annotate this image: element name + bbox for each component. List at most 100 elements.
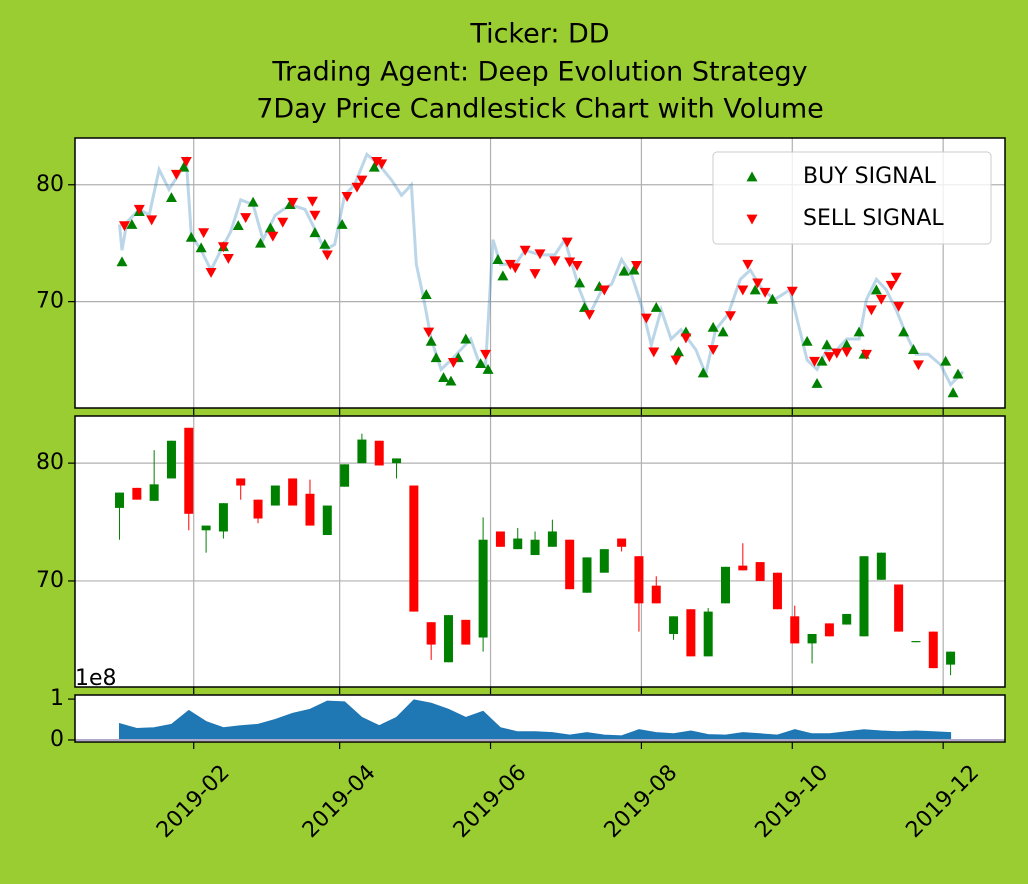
signal-marker	[492, 254, 504, 264]
candle-body	[669, 616, 679, 634]
candle-body	[322, 505, 332, 536]
signal-marker	[811, 377, 823, 388]
candle-body	[651, 585, 661, 604]
signal-marker	[480, 349, 492, 360]
candle-body	[132, 487, 142, 500]
signal-marker	[875, 294, 887, 305]
signal-marker	[232, 220, 244, 231]
signal-marker	[564, 257, 576, 268]
candle-body	[721, 566, 731, 604]
candle-body	[634, 556, 644, 604]
signal-marker	[321, 250, 333, 261]
candle-body	[790, 616, 800, 644]
candle-body	[946, 651, 956, 665]
candle-body	[599, 549, 609, 573]
signal-marker	[650, 301, 662, 312]
plot-frame	[74, 694, 1006, 743]
candle-body	[115, 492, 125, 508]
signal-marker	[420, 289, 432, 300]
candle-body	[218, 503, 228, 532]
chart-title: Ticker: DD	[469, 19, 609, 50]
signal-marker	[952, 368, 964, 379]
candle-body	[236, 478, 246, 486]
candle-body	[703, 611, 713, 657]
candle-body	[582, 557, 592, 593]
candle-body	[409, 485, 419, 612]
candle-body	[876, 552, 886, 580]
signal-marker	[742, 259, 754, 270]
signal-marker	[376, 159, 388, 170]
signal-marker	[831, 348, 843, 359]
signal-marker	[504, 259, 516, 270]
candle-body	[357, 439, 367, 464]
candle-body	[530, 539, 540, 556]
signal-marker	[264, 222, 276, 233]
legend-marker	[746, 214, 758, 225]
candle-body	[305, 493, 315, 526]
candle-body	[547, 531, 557, 547]
signal-marker	[618, 265, 630, 276]
signal-marker	[598, 285, 610, 296]
signal-marker	[126, 218, 138, 229]
signal-marker	[118, 221, 130, 232]
signal-marker	[356, 175, 368, 186]
signal-marker	[697, 367, 709, 378]
candle-body	[859, 556, 869, 637]
signal-marker	[267, 231, 279, 242]
signal-marker	[185, 231, 197, 242]
signal-marker	[724, 311, 736, 322]
candle-body	[478, 539, 488, 638]
signal-marker	[509, 263, 521, 274]
candle-body	[495, 531, 505, 547]
signal-marker	[890, 272, 902, 283]
candle-body	[513, 538, 523, 550]
signal-marker	[801, 335, 813, 346]
signal-marker	[445, 375, 457, 386]
signal-marker	[640, 313, 652, 324]
candle-body	[738, 565, 748, 571]
signal-marker	[438, 372, 450, 383]
candle-body	[928, 631, 938, 669]
signal-marker	[885, 280, 897, 291]
y-tick-label: 0	[50, 727, 64, 752]
signal-marker	[482, 363, 494, 374]
chart-title: 7Day Price Candlestick Chart with Volume	[256, 94, 824, 125]
candle-body	[253, 499, 263, 519]
plot-frame	[74, 137, 1006, 409]
legend-label: SELL SIGNAL	[803, 206, 944, 231]
candle-body	[911, 641, 921, 643]
y-tick-label: 70	[36, 289, 64, 314]
signal-marker	[628, 264, 640, 275]
signal-marker	[549, 256, 561, 267]
signal-marker	[180, 156, 192, 167]
candle-body	[270, 485, 280, 506]
signal-marker	[497, 270, 509, 281]
candle-body	[842, 613, 852, 625]
candle-body	[755, 562, 765, 581]
signal-marker	[571, 261, 583, 271]
signal-marker	[561, 237, 573, 248]
candle-body	[565, 539, 575, 590]
signal-marker	[673, 346, 685, 357]
signal-marker	[786, 286, 798, 297]
offset-label: 1e8	[75, 666, 117, 691]
candle-body	[617, 538, 627, 547]
signal-marker	[630, 261, 642, 271]
signal-marker	[475, 358, 487, 368]
signal-marker	[767, 293, 778, 304]
signal-marker	[447, 358, 459, 368]
signal-marker	[870, 284, 882, 295]
candle-body	[824, 623, 834, 637]
signal-marker	[170, 169, 182, 180]
signal-marker	[841, 347, 853, 358]
signal-marker	[255, 237, 267, 248]
candle-body	[443, 615, 453, 663]
signal-marker	[217, 242, 229, 253]
signal-marker	[133, 204, 145, 215]
signal-marker	[823, 352, 835, 363]
signal-marker	[947, 387, 959, 398]
signal-marker	[680, 333, 692, 344]
volume-area	[119, 699, 952, 741]
signal-marker	[519, 245, 531, 256]
signal-marker	[809, 356, 821, 367]
